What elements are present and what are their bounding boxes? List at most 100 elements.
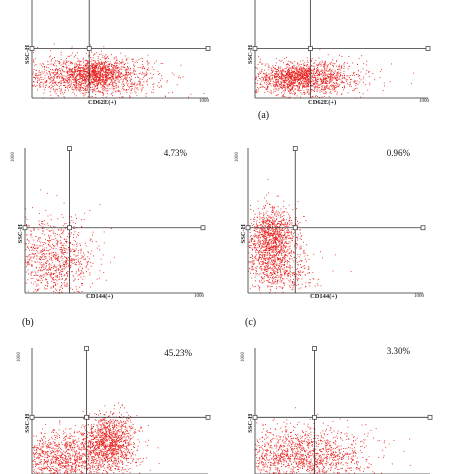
event-point [50,69,51,70]
event-point [57,85,58,86]
event-point [336,59,338,61]
event-point [291,79,293,80]
event-point [34,245,36,247]
event-point [53,291,54,292]
event-point [43,253,45,254]
event-point [328,76,329,77]
event-point [69,251,71,253]
event-point [44,254,46,256]
event-point [76,63,78,65]
event-point [75,81,77,83]
event-point [330,61,332,63]
event-point [79,73,81,75]
event-point [297,88,299,90]
event-point [130,80,131,82]
gate-top-handle[interactable] [67,146,72,151]
event-point [308,66,310,67]
event-point [261,263,263,265]
event-point [73,225,75,227]
event-point [301,93,303,95]
gate-center-handle[interactable] [308,46,313,51]
event-point [144,67,146,69]
event-point [267,251,269,253]
event-point [298,71,300,72]
event-point [339,74,341,76]
event-point [296,208,297,210]
event-point [50,60,52,62]
event-point [129,77,131,78]
event-point [40,267,42,269]
event-point [281,216,283,217]
gate-left-handle[interactable] [252,46,258,51]
event-point [90,61,92,62]
event-point [96,85,98,87]
event-point [314,69,316,70]
event-point [331,77,333,79]
event-point [54,284,56,286]
event-point [73,89,75,90]
gate-right-handle[interactable] [205,46,211,51]
event-point [49,266,51,268]
event-point [264,255,266,256]
gate-right-handle[interactable] [200,225,206,231]
event-point [289,69,290,71]
event-point [268,244,270,245]
event-point [83,85,85,87]
event-point [275,84,277,85]
event-point [62,232,64,234]
event-point [121,59,123,61]
gate-center-handle[interactable] [86,46,92,51]
event-point [36,81,38,83]
event-point [113,73,115,74]
event-point [330,85,331,87]
event-point [59,62,61,64]
event-point [118,90,119,92]
event-point [44,287,45,289]
event-point [46,282,48,284]
event-point [63,229,65,231]
event-point [115,80,117,81]
event-point [312,90,314,91]
event-point [62,278,63,279]
event-point [76,83,77,85]
event-point [141,79,143,80]
event-point [300,84,301,86]
event-point [338,71,339,73]
event-point [60,270,62,272]
event-point [76,52,78,54]
event-point [304,78,306,80]
event-point [271,70,273,72]
event-point [84,212,86,214]
event-point [277,89,279,91]
gate-center-handle[interactable] [67,225,72,231]
event-point [87,264,89,266]
event-point [307,82,309,84]
event-point [86,76,88,77]
event-point [115,70,116,72]
event-point [135,92,137,94]
event-point [343,68,345,69]
event-point [147,67,149,69]
event-point [130,92,132,94]
event-point [43,267,45,269]
gate-left-handle[interactable] [29,46,35,51]
event-point [276,218,278,219]
event-point [43,83,45,85]
event-point [99,58,101,60]
event-point [292,71,294,73]
event-point [70,250,72,252]
event-point [55,271,57,273]
event-point [66,241,68,242]
event-point [272,77,274,79]
event-point [107,72,108,74]
event-point [100,73,101,75]
event-point [106,74,107,76]
event-point [86,265,87,267]
gate-left-handle[interactable] [22,225,28,231]
event-point [303,70,305,72]
event-point [58,228,60,230]
event-point [57,269,59,271]
event-point [251,239,253,240]
gate-right-handle[interactable] [425,46,431,51]
event-point [142,58,144,60]
